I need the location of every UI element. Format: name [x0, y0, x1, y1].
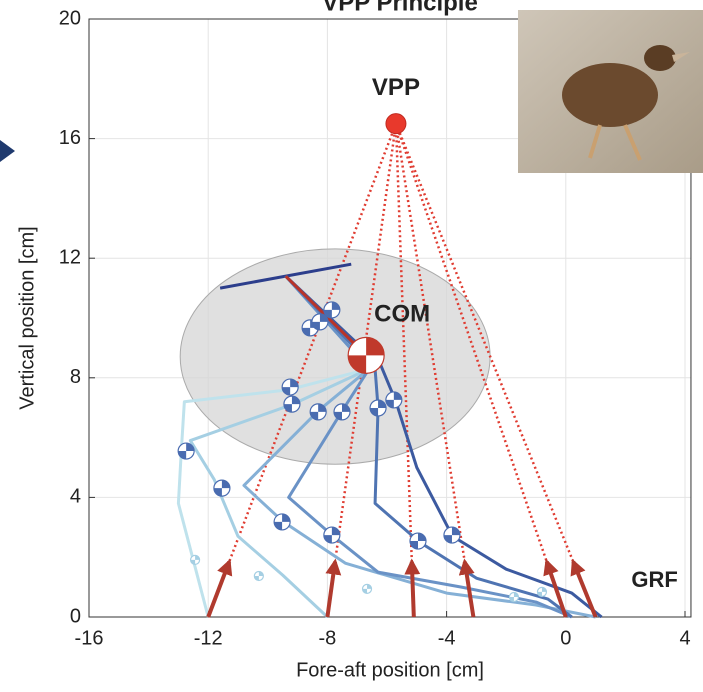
segment-com-small-quarter — [514, 592, 519, 597]
y-tick-label: 12 — [59, 246, 81, 268]
grf-label: GRF — [631, 567, 677, 592]
segment-com-quarter — [418, 533, 426, 541]
segment-com-small — [363, 584, 372, 593]
segment-com-quarter — [222, 480, 230, 488]
vpp-point — [386, 114, 406, 134]
chart-title: VPP Principle — [322, 0, 478, 16]
x-tick-label: 4 — [679, 627, 690, 649]
segment-com-small — [537, 587, 546, 596]
segment-com — [324, 527, 340, 543]
segment-com — [310, 404, 326, 420]
segment-com — [324, 302, 340, 318]
segment-com-small-quarter — [191, 560, 196, 565]
grf-arrow — [573, 562, 595, 617]
segment-com-small-quarter — [195, 555, 200, 560]
segment-com-small-quarter — [254, 576, 258, 581]
segment-com-quarter — [444, 535, 452, 543]
segment-com-small-quarter — [259, 572, 264, 577]
chart: -16 -12 -8 -4 0 4 0 4 8 12 16 20 COM VPP GRF VPP Princ… — [0, 0, 703, 692]
segment-com — [282, 379, 298, 395]
photo — [518, 10, 703, 173]
segment-com-small-quarter — [363, 589, 368, 594]
x-tick-label: -16 — [75, 627, 104, 649]
segment-com-quarter — [214, 488, 222, 496]
segment-com — [178, 443, 194, 459]
segment-com-quarter — [410, 541, 418, 549]
segment-com — [444, 527, 460, 543]
segment-com — [370, 400, 386, 416]
segment-com-quarter — [332, 527, 340, 535]
segment-com — [386, 392, 402, 408]
com-label: COM — [374, 301, 430, 328]
y-tick-label: 4 — [70, 486, 81, 508]
segment-com-small-quarter — [367, 584, 372, 589]
y-tick-label: 0 — [70, 605, 81, 627]
segment-com — [312, 314, 328, 330]
segment-com — [410, 533, 426, 549]
com-region — [180, 249, 490, 464]
com-marker — [348, 337, 384, 373]
y-axis-label: Vertical position [cm] — [16, 226, 38, 409]
vpp-label: VPP — [372, 74, 420, 101]
nav-arrow — [0, 140, 15, 162]
segment-com-quarter — [324, 535, 332, 543]
segment-com-small — [509, 592, 518, 601]
x-tick-label: 0 — [560, 627, 571, 649]
grf-arrow — [412, 562, 414, 617]
segment-com-quarter — [178, 451, 186, 459]
segment-com-small — [254, 572, 263, 581]
segment-com — [214, 480, 230, 496]
segment-com-quarter — [274, 522, 282, 530]
y-tick-label: 20 — [59, 7, 81, 29]
segment-com — [284, 396, 300, 412]
grf-arrow — [208, 562, 229, 617]
segment-com-small-quarter — [542, 587, 547, 592]
segment-com-small — [191, 555, 200, 564]
y-tick-label: 16 — [59, 127, 81, 149]
grf-arrow — [327, 562, 335, 617]
x-tick-label: -8 — [319, 627, 337, 649]
segment-com — [274, 514, 290, 530]
y-tick-label: 8 — [70, 366, 81, 388]
segment-com-quarter — [452, 527, 460, 535]
x-tick-label: -12 — [194, 627, 223, 649]
x-tick-label: -4 — [438, 627, 456, 649]
segment-com-quarter — [282, 514, 290, 522]
segment-com — [334, 404, 350, 420]
x-axis-label: Fore-aft position [cm] — [296, 659, 484, 681]
